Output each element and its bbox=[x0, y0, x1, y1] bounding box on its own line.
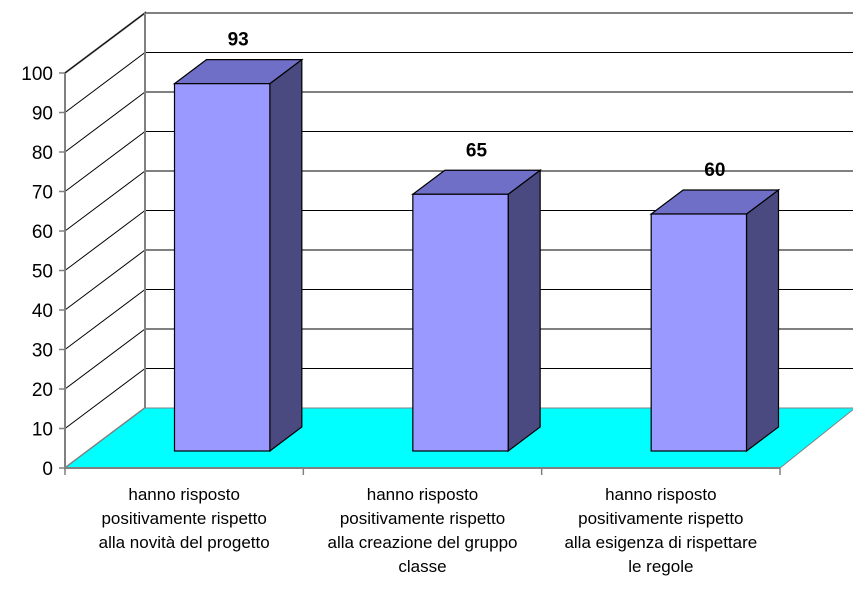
gridline-diagonal bbox=[64, 52, 146, 113]
gridline-diagonal bbox=[64, 368, 146, 429]
gridline-diagonal bbox=[64, 289, 146, 350]
gridline-diagonal bbox=[64, 210, 146, 271]
bar-side bbox=[269, 58, 303, 453]
data-label: 65 bbox=[466, 140, 488, 161]
y-tick-label: 30 bbox=[32, 341, 53, 362]
y-tick-label: 40 bbox=[32, 301, 53, 322]
x-tick-label: alla novità del progetto bbox=[99, 533, 270, 552]
gridline-diagonal bbox=[64, 249, 146, 311]
gridline-diagonal bbox=[64, 131, 146, 192]
x-tick-label: le regole bbox=[628, 557, 693, 576]
x-tick-label: hanno risposto bbox=[128, 485, 240, 504]
gridline-diagonal bbox=[64, 170, 146, 232]
y-tick-label: 60 bbox=[32, 222, 53, 243]
bar-side bbox=[745, 188, 780, 453]
y-tick-label: 0 bbox=[42, 459, 53, 480]
y-tick-label: 80 bbox=[32, 143, 53, 164]
gridline-diagonal bbox=[64, 12, 146, 74]
gridline-diagonal bbox=[64, 91, 146, 153]
y-tick-label: 70 bbox=[32, 183, 53, 204]
bar bbox=[173, 83, 271, 452]
y-tick-label: 10 bbox=[32, 420, 53, 441]
x-tick-label: hanno risposto bbox=[367, 485, 479, 504]
bar bbox=[412, 193, 509, 452]
data-label: 93 bbox=[228, 30, 249, 51]
x-tick-label: positivamente rispetto bbox=[101, 509, 266, 528]
bar bbox=[650, 213, 748, 452]
data-label: 60 bbox=[704, 160, 725, 181]
x-tick-label: alla esigenza di rispettare bbox=[564, 533, 757, 552]
x-tick-label: classe bbox=[398, 557, 446, 576]
x-tick-label: positivamente rispetto bbox=[578, 509, 743, 528]
y-tick-label: 20 bbox=[32, 380, 53, 401]
x-tick-label: positivamente rispetto bbox=[340, 509, 505, 528]
y-tick-label: 90 bbox=[32, 104, 53, 125]
y-tick-label: 50 bbox=[32, 262, 53, 283]
x-tick-label: hanno risposto bbox=[605, 485, 717, 504]
bar-side bbox=[507, 169, 541, 453]
x-tick-label: alla creazione del gruppo bbox=[328, 533, 518, 552]
gridline-diagonal bbox=[64, 328, 146, 390]
y-tick-label: 100 bbox=[21, 64, 53, 85]
